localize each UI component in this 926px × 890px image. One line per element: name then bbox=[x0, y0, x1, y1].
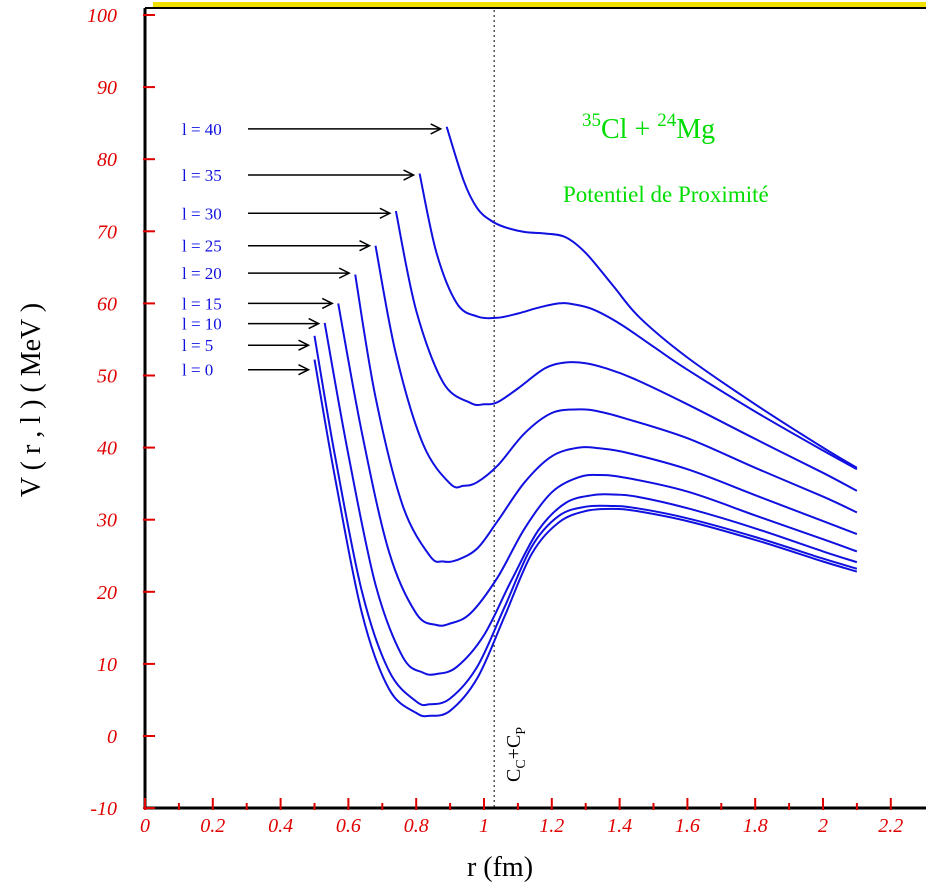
y-tick-label: 40 bbox=[97, 438, 117, 460]
x-tick-label: 1.4 bbox=[607, 815, 632, 837]
potential-curve bbox=[313, 335, 858, 707]
curve-labels: l = 0 l = 5 l = 10 l = 15 l = 20 l = 25 l = 30… bbox=[182, 120, 443, 380]
x-tick-label: 1.8 bbox=[743, 815, 768, 837]
potential-curve bbox=[418, 173, 858, 471]
potential-curve bbox=[445, 126, 858, 469]
x-tick-label: 2.2 bbox=[878, 815, 903, 837]
reaction-e1: Cl + bbox=[601, 114, 657, 145]
reaction-e2: Mg bbox=[676, 114, 715, 145]
vline-label-c2: C bbox=[503, 735, 525, 748]
y-tick-label: -10 bbox=[90, 798, 117, 820]
y-tick-label: 100 bbox=[87, 5, 117, 27]
y-tick-label: 50 bbox=[97, 366, 117, 388]
curve-label: l = 5 bbox=[182, 336, 213, 355]
vline-label-sub1: C bbox=[514, 759, 529, 768]
arrow-head bbox=[298, 339, 311, 351]
curve-label: l = 30 bbox=[182, 204, 222, 223]
y-tick-label: 30 bbox=[96, 510, 117, 532]
x-tick-label: 1.2 bbox=[539, 815, 564, 837]
vline-label-plus: + bbox=[503, 748, 525, 759]
x-tick-label: 0.6 bbox=[336, 815, 361, 837]
arrow-head bbox=[359, 240, 372, 252]
potential-curve bbox=[323, 322, 858, 676]
y-tick-label: 90 bbox=[97, 77, 117, 99]
plot-frame bbox=[143, 2, 926, 810]
vline-label: CC+CP bbox=[503, 727, 529, 782]
vline-label-c1: C bbox=[503, 769, 525, 782]
y-tick-label: 70 bbox=[97, 221, 117, 243]
y-tick-label: 10 bbox=[97, 654, 117, 676]
arrow-head bbox=[338, 267, 351, 279]
potential-curve bbox=[354, 274, 858, 563]
potential-curve bbox=[374, 245, 858, 514]
arrow-head bbox=[430, 123, 443, 135]
x-tick-label: 0 bbox=[140, 815, 150, 837]
x-tick-label: 0.2 bbox=[200, 815, 225, 837]
y-tick-label: 0 bbox=[107, 726, 117, 748]
curves bbox=[313, 126, 858, 718]
axis-ticks: 0 0.2 0.4 0.6 0.8 1 1.2 1.4 1.6 1.8 2 2.2 -10 0 10 20 30… bbox=[87, 5, 903, 837]
curve-label: l = 40 bbox=[182, 120, 222, 139]
y-tick-label: 80 bbox=[97, 149, 117, 171]
potential-curve bbox=[394, 210, 858, 492]
vline-label-sub2: P bbox=[514, 727, 529, 735]
x-tick-label: 1.6 bbox=[675, 815, 700, 837]
y-tick-label: 60 bbox=[97, 293, 117, 315]
reaction-annotation: 35Cl + 24Mg bbox=[582, 110, 715, 145]
curve-label: l = 20 bbox=[182, 264, 222, 283]
x-tick-label: 0.4 bbox=[268, 815, 293, 837]
potential-curve bbox=[313, 359, 858, 718]
x-axis-title: r (fm) bbox=[467, 852, 533, 883]
curve-label: l = 25 bbox=[182, 237, 222, 256]
x-tick-label: 1 bbox=[479, 815, 489, 837]
y-axis-title: V ( r , l ) ( MeV ) bbox=[16, 303, 47, 497]
arrow-head bbox=[321, 297, 334, 310]
curve-label: l = 15 bbox=[182, 294, 222, 313]
curve-label: l = 10 bbox=[182, 315, 222, 334]
top-border-highlight bbox=[153, 2, 926, 7]
x-tick-label: 2 bbox=[818, 815, 828, 837]
y-tick-label: 20 bbox=[97, 582, 117, 604]
arrow-head bbox=[403, 169, 416, 181]
arrow-head bbox=[308, 317, 321, 330]
curve-label: l = 35 bbox=[182, 166, 222, 185]
x-tick-label: 0.8 bbox=[404, 815, 429, 837]
arrow-head bbox=[379, 207, 392, 219]
arrow-head bbox=[298, 364, 311, 376]
curve-label: l = 0 bbox=[182, 361, 213, 380]
potential-annotation: Potentiel de Proximité bbox=[563, 182, 769, 207]
reaction-z1: 35 bbox=[582, 110, 601, 131]
potential-curve bbox=[337, 303, 858, 627]
reaction-z2: 24 bbox=[657, 110, 677, 131]
